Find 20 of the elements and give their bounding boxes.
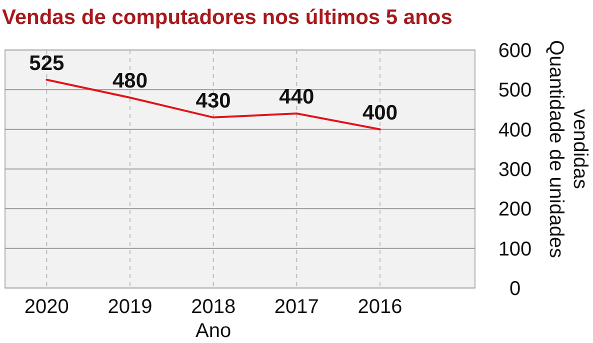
x-tick-label: 2017 [274,296,319,318]
x-axis-title: Ano [196,320,232,342]
data-label: 400 [362,101,398,124]
y-tick-label: 500 [498,80,532,102]
x-tick-label: 2019 [108,296,152,318]
y-tick-label: 400 [498,119,532,142]
data-label: 430 [196,89,231,112]
y-tick-label: 300 [498,159,532,181]
chart-title: Vendas de computadores nos últimos 5 anos [2,6,452,29]
y-tick-label: 200 [498,198,532,221]
data-label: 525 [29,52,64,75]
y-tick-label: 0 [509,278,521,300]
x-tick-label: 2016 [358,296,402,318]
x-tick-label: 2020 [24,296,69,318]
y-tick-label: 100 [498,238,532,260]
y-tick-label: 600 [498,40,532,62]
x-tick-label: 2018 [191,296,236,318]
data-label: 440 [279,85,314,108]
data-label: 480 [112,70,148,93]
y-axis-title: Quantidade de unidades vendidas [545,40,591,258]
